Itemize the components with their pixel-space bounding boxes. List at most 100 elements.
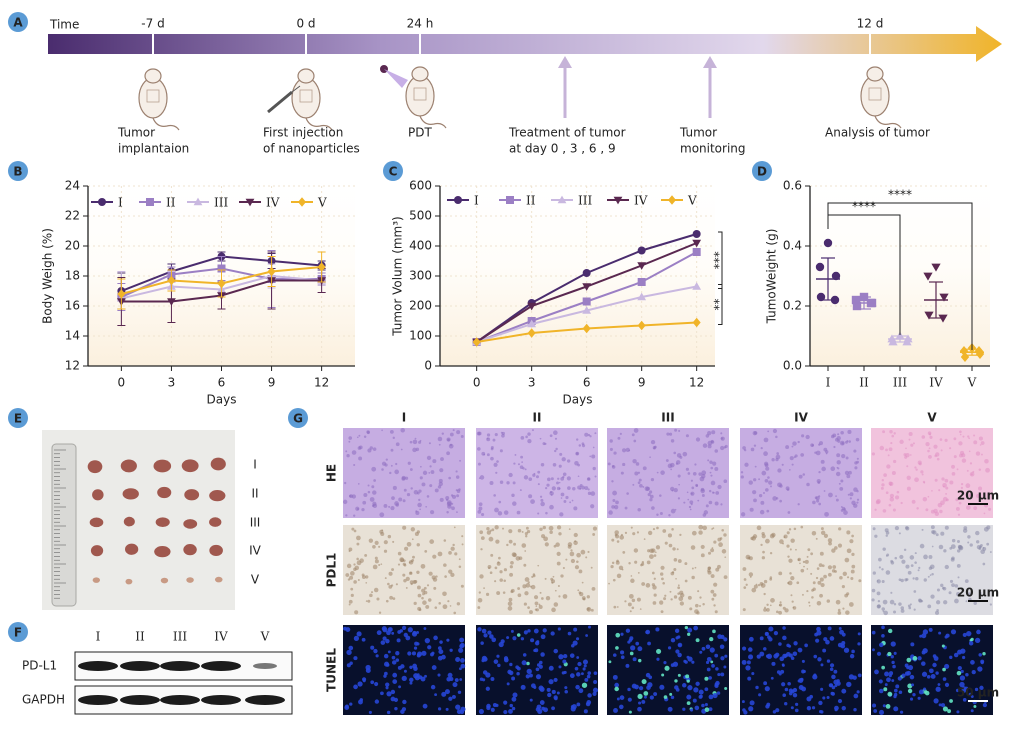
cell: [634, 471, 639, 476]
cell: [820, 530, 826, 536]
cell: [934, 454, 937, 458]
cell: [441, 432, 444, 435]
cell: [627, 602, 632, 607]
cell: [929, 564, 935, 570]
cell: [410, 527, 416, 532]
tumor: [209, 517, 222, 527]
cell: [407, 461, 411, 465]
cell: [426, 495, 430, 498]
cell: [764, 631, 769, 637]
cell: [970, 709, 974, 713]
cell: [983, 512, 986, 515]
cell: [724, 654, 728, 658]
blot-band: [78, 695, 118, 705]
cell: [371, 485, 375, 489]
y-tick-label: 22: [65, 209, 80, 223]
cell: [512, 481, 516, 485]
cell: [625, 663, 630, 668]
cell: [456, 430, 461, 435]
cell: [983, 526, 989, 532]
cell: [905, 452, 910, 458]
cell: [503, 709, 508, 715]
cell: [964, 579, 969, 584]
cell: [846, 530, 851, 535]
cell: [636, 597, 641, 602]
cell: [901, 673, 906, 678]
cell: [532, 574, 536, 578]
cell: [520, 436, 525, 440]
cell: [720, 432, 723, 435]
cell: [494, 525, 499, 530]
cell: [506, 543, 509, 547]
cell: [936, 588, 940, 592]
cell: [905, 447, 907, 450]
cell: [478, 502, 483, 507]
cell: [641, 699, 646, 704]
cell: [704, 703, 708, 707]
cell: [567, 542, 573, 547]
cell: [572, 487, 576, 491]
cell: [907, 570, 912, 575]
mouse-patch: [299, 89, 313, 103]
cell: [714, 501, 719, 506]
cell: [546, 687, 551, 692]
cell: [962, 632, 967, 637]
cell: [914, 477, 919, 483]
cell: [826, 659, 831, 663]
cell: [529, 673, 533, 678]
cell: [906, 465, 909, 468]
cell: [353, 635, 360, 641]
cell: [960, 482, 964, 486]
cell: [375, 654, 379, 658]
cell: [941, 477, 945, 481]
cell: [748, 654, 754, 660]
cell: [556, 525, 562, 530]
y-axis-title: TumoWeight (g): [765, 229, 779, 325]
cell: [508, 709, 513, 714]
cell: [905, 526, 910, 531]
cell: [793, 641, 798, 646]
cell: [576, 702, 581, 707]
cell: [509, 565, 513, 569]
cell: [460, 706, 466, 712]
cell: [791, 600, 794, 603]
cell: [760, 446, 763, 450]
cell: [858, 579, 862, 583]
cell: [616, 697, 620, 701]
cell: [350, 593, 354, 597]
cell: [710, 474, 713, 477]
cell: [714, 653, 719, 658]
cell: [881, 665, 885, 670]
cell: [558, 665, 562, 669]
cell: [701, 494, 705, 497]
cell: [974, 637, 981, 644]
cell: [847, 493, 850, 496]
cell: [424, 637, 431, 644]
cell: [613, 451, 617, 455]
blot-group-label: III: [173, 630, 187, 644]
cell: [348, 645, 354, 651]
cell: [394, 706, 398, 711]
cell: [511, 493, 515, 498]
cell: [482, 678, 486, 682]
cell: [929, 574, 932, 576]
cell: [833, 445, 836, 449]
cell: [433, 635, 438, 641]
cell: [478, 477, 481, 479]
cell: [700, 488, 705, 494]
cell: [954, 598, 959, 604]
cell: [782, 606, 786, 610]
cell: [927, 604, 932, 609]
cell: [428, 442, 431, 445]
cell: [710, 589, 715, 594]
timeline-step: Tumor: [117, 126, 155, 140]
cell: [779, 539, 784, 544]
cell: [455, 475, 460, 479]
cell: [413, 646, 418, 650]
cell: [434, 606, 438, 609]
cell: [618, 565, 624, 570]
cell: [398, 497, 403, 502]
cell: [526, 661, 530, 666]
cell: [389, 595, 393, 600]
cell: [553, 544, 557, 548]
